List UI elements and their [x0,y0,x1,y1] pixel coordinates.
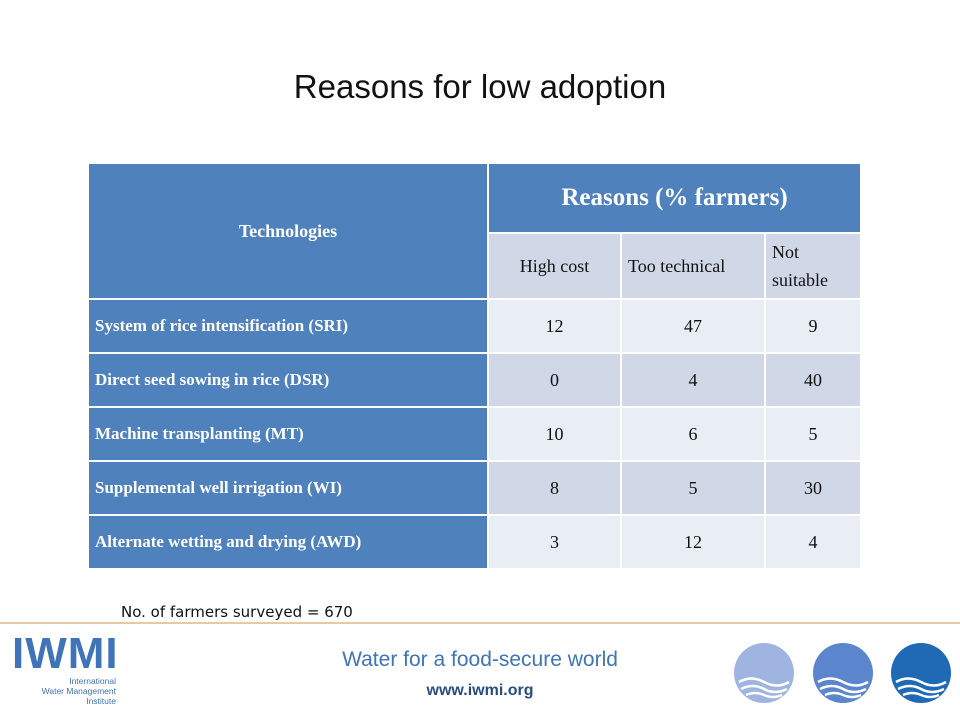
value-too-technical: 6 [620,406,766,462]
value-not-suitable: 40 [763,352,863,408]
subheader-too-technical: Too technical [620,232,766,300]
value-too-technical: 5 [620,460,766,516]
header-reasons: Reasons (% farmers) [486,162,863,234]
value-high-cost: 0 [487,352,622,408]
tagline: Water for a food-secure world [342,648,618,671]
table-row: System of rice intensification (SRI) 12 … [87,298,863,354]
value-not-suitable: 9 [763,298,863,354]
value-high-cost: 10 [487,406,622,462]
value-high-cost: 12 [487,298,622,354]
adoption-table: Technologies Reasons (% farmers) High co… [87,162,863,570]
technology-label: Supplemental well irrigation (WI) [87,460,489,516]
value-not-suitable: 5 [763,406,863,462]
technology-label: Machine transplanting (MT) [87,406,489,462]
logo-line: International [69,676,116,686]
technology-label: System of rice intensification (SRI) [87,298,489,354]
subheader-not-suitable: Not suitable [763,232,863,300]
logo-mark: IWMI [12,629,119,678]
logo-line: Institute [86,696,116,706]
footer-divider [0,622,960,624]
globe-medium-icon [813,643,873,703]
value-too-technical: 47 [620,298,766,354]
globe-dark-icon [891,643,951,703]
header-technologies: Technologies [87,162,489,300]
logo-line: Water Management [41,686,116,696]
table-row: Machine transplanting (MT) 10 6 5 [87,406,863,462]
website-link[interactable]: www.iwmi.org [426,682,534,699]
table-row: Alternate wetting and drying (AWD) 3 12 … [87,514,863,570]
subheader-high-cost: High cost [487,232,622,300]
globe-light-icon [734,643,794,703]
value-not-suitable: 30 [763,460,863,516]
value-high-cost: 3 [487,514,622,570]
slide-title: Reasons for low adoption [293,68,667,105]
value-too-technical: 4 [620,352,766,408]
table-row: Direct seed sowing in rice (DSR) 0 4 40 [87,352,863,408]
survey-note: No. of farmers surveyed = 670 [121,603,353,621]
iwmi-logo: IWMI International Water Management Inst… [12,629,122,707]
table-row: Supplemental well irrigation (WI) 8 5 30 [87,460,863,516]
value-not-suitable: 4 [763,514,863,570]
value-high-cost: 8 [487,460,622,516]
technology-label: Alternate wetting and drying (AWD) [87,514,489,570]
value-too-technical: 12 [620,514,766,570]
technology-label: Direct seed sowing in rice (DSR) [87,352,489,408]
